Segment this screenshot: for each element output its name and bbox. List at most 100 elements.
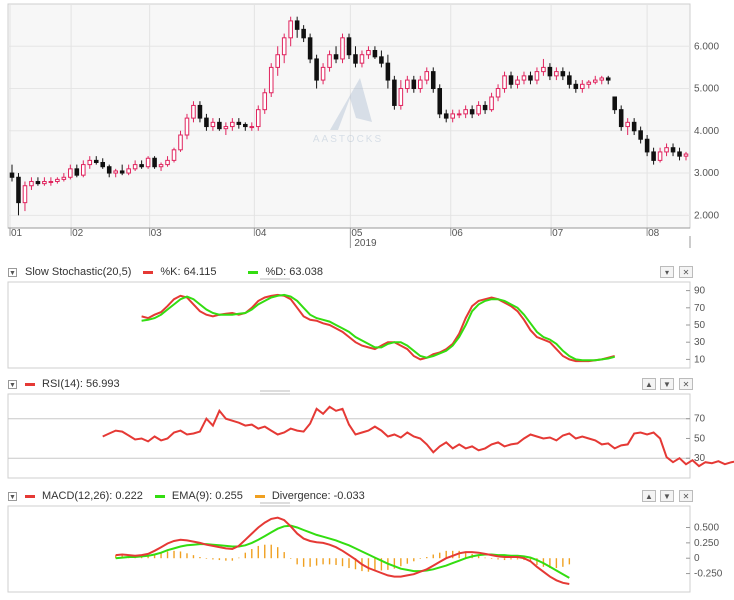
candle [126,164,131,176]
rsi-swatch [25,382,35,386]
candle-body [158,164,164,168]
candle-body [657,151,663,161]
candle [204,113,209,131]
candle [657,147,663,163]
candle [61,173,67,182]
candle [405,75,410,93]
candle [456,109,462,119]
candle-body [385,62,391,81]
macd-move-down-icon[interactable]: ▼ [660,490,674,502]
candle [476,101,481,116]
candle-body [443,113,449,119]
candle [178,130,183,152]
candle [210,118,216,131]
candle-body [217,121,222,130]
stoch-title: Slow Stochastic(20,5) [25,266,132,278]
rsi-move-down-icon[interactable]: ▼ [660,378,674,390]
candle-body [333,54,339,60]
price-axis-tick-label: 5.000 [694,84,719,95]
divergence-swatch [254,494,265,498]
candle [93,156,99,165]
candle-body [113,170,118,174]
candle-body [74,168,80,176]
candle-body [255,109,261,128]
candle-body [560,71,566,77]
candle-body [197,104,203,119]
candle [366,46,371,59]
candle-body [456,113,462,116]
candle [327,50,332,72]
candle [392,75,397,110]
candle [625,118,630,136]
macd-panel-frame [7,505,691,593]
candle-body [541,66,546,73]
candle [42,177,47,186]
watermark-text: AASTOCKS [313,134,383,145]
candle-body [55,178,60,183]
candle [68,164,73,180]
candle [48,177,54,186]
candle-body [592,79,598,83]
candle-body [651,151,656,161]
candle-body [612,96,617,111]
candle-body [68,168,73,178]
candle [580,80,585,93]
x-axis-tick-label: 02 [72,228,84,239]
rsi-axis-tick-label: 30 [694,453,706,464]
stoch-close-icon[interactable]: ✕ [679,266,693,278]
candle-body [599,77,605,81]
candle [230,118,235,131]
stoch-collapse-icon[interactable]: ▼ [8,267,17,277]
candle-body [625,121,630,128]
macd-move-up-icon[interactable]: ▲ [642,490,656,502]
candle [262,88,268,114]
candle [132,160,138,171]
candle [586,80,592,89]
candle-body [366,49,371,56]
candle [100,158,106,169]
candle [372,46,378,59]
candle-body [476,104,481,115]
rsi-panel-frame [7,393,691,479]
candle [55,177,60,184]
candle [670,143,676,157]
candle-body [35,181,41,185]
candle [353,46,358,68]
candle-body [281,37,287,56]
candle [528,71,533,85]
candle [346,33,352,59]
rsi-close-icon[interactable]: ✕ [679,378,693,390]
macd-close-icon[interactable]: ✕ [679,490,693,502]
candle-body [605,77,611,81]
candle-body [340,37,345,60]
macd-collapse-icon[interactable]: ▼ [8,491,17,501]
candle [87,156,93,169]
stoch-k-swatch [143,270,154,274]
x-axis-tick-label: 03 [151,228,163,239]
candle-body [93,159,99,163]
candle [450,109,455,123]
candle-body [463,109,468,115]
rsi-collapse-icon[interactable]: ▼ [8,379,17,389]
candle [29,177,34,190]
candle-body [307,37,313,60]
candle [243,122,248,131]
candle [281,33,287,64]
candle-body [502,75,507,90]
x-axis-tick-label: 04 [255,228,267,239]
stoch-settings-icon[interactable]: ▾ [660,266,674,278]
candle [35,177,41,186]
candle-body [489,96,494,111]
candle-body [275,54,280,68]
candle [437,84,443,119]
candle-body [152,157,157,168]
macd-panel-header: ▼ MACD(12,26): 0.222 EMA(9): 0.255 Diver… [8,489,365,503]
candle-body [184,117,190,136]
candle-body [165,159,170,166]
candle-body [126,168,131,174]
candle-body [230,121,235,128]
rsi-move-up-icon[interactable]: ▲ [642,378,656,390]
candle-body [191,104,196,119]
macd-axis-tick-label: 0 [694,553,700,564]
